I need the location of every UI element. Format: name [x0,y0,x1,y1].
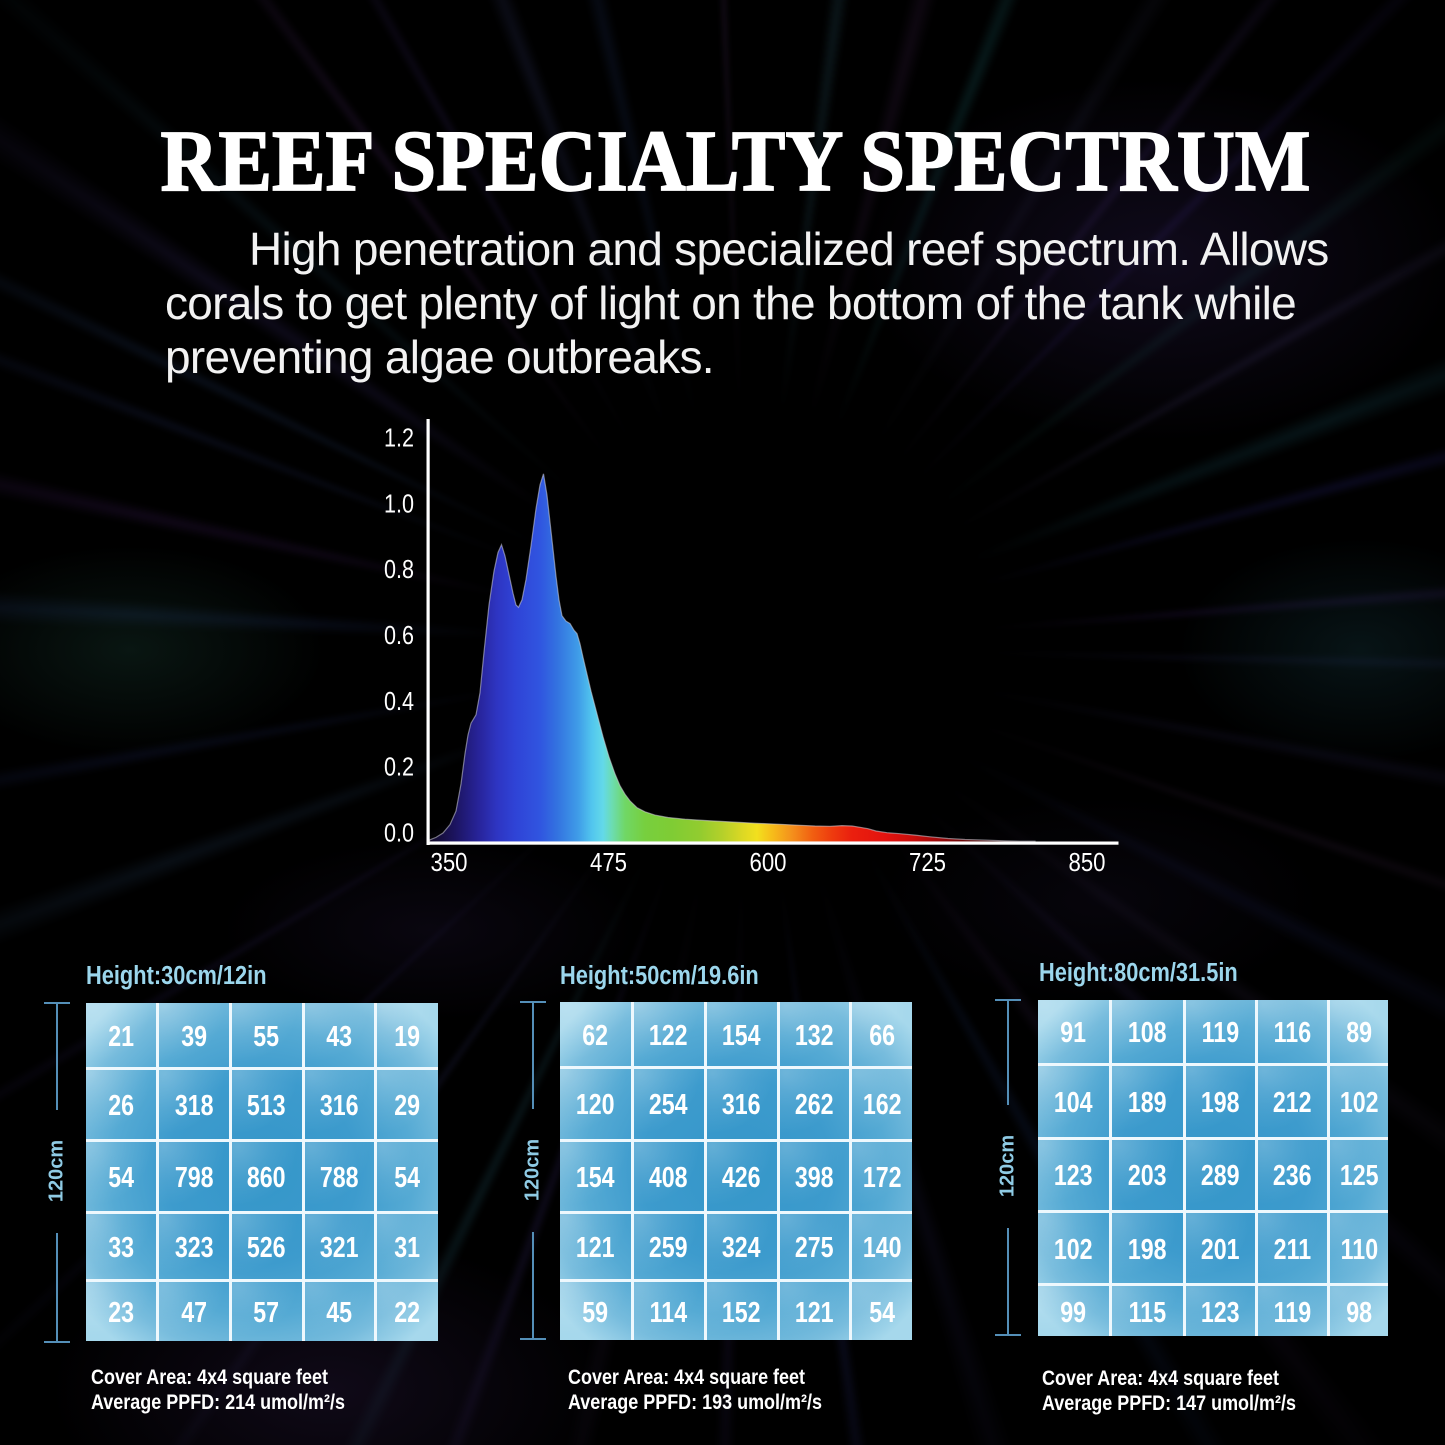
svg-text:0.0: 0.0 [384,819,414,847]
svg-text:850: 850 [1069,849,1106,877]
svg-text:475: 475 [590,849,627,877]
svg-text:1.2: 1.2 [384,425,414,453]
svg-text:0.4: 0.4 [384,688,414,716]
svg-text:350: 350 [431,849,468,877]
svg-text:0.6: 0.6 [384,622,414,650]
svg-text:0.8: 0.8 [384,556,414,584]
svg-text:0.2: 0.2 [384,754,414,782]
svg-text:1.0: 1.0 [384,490,414,518]
svg-text:600: 600 [750,849,787,877]
svg-text:725: 725 [909,849,946,877]
